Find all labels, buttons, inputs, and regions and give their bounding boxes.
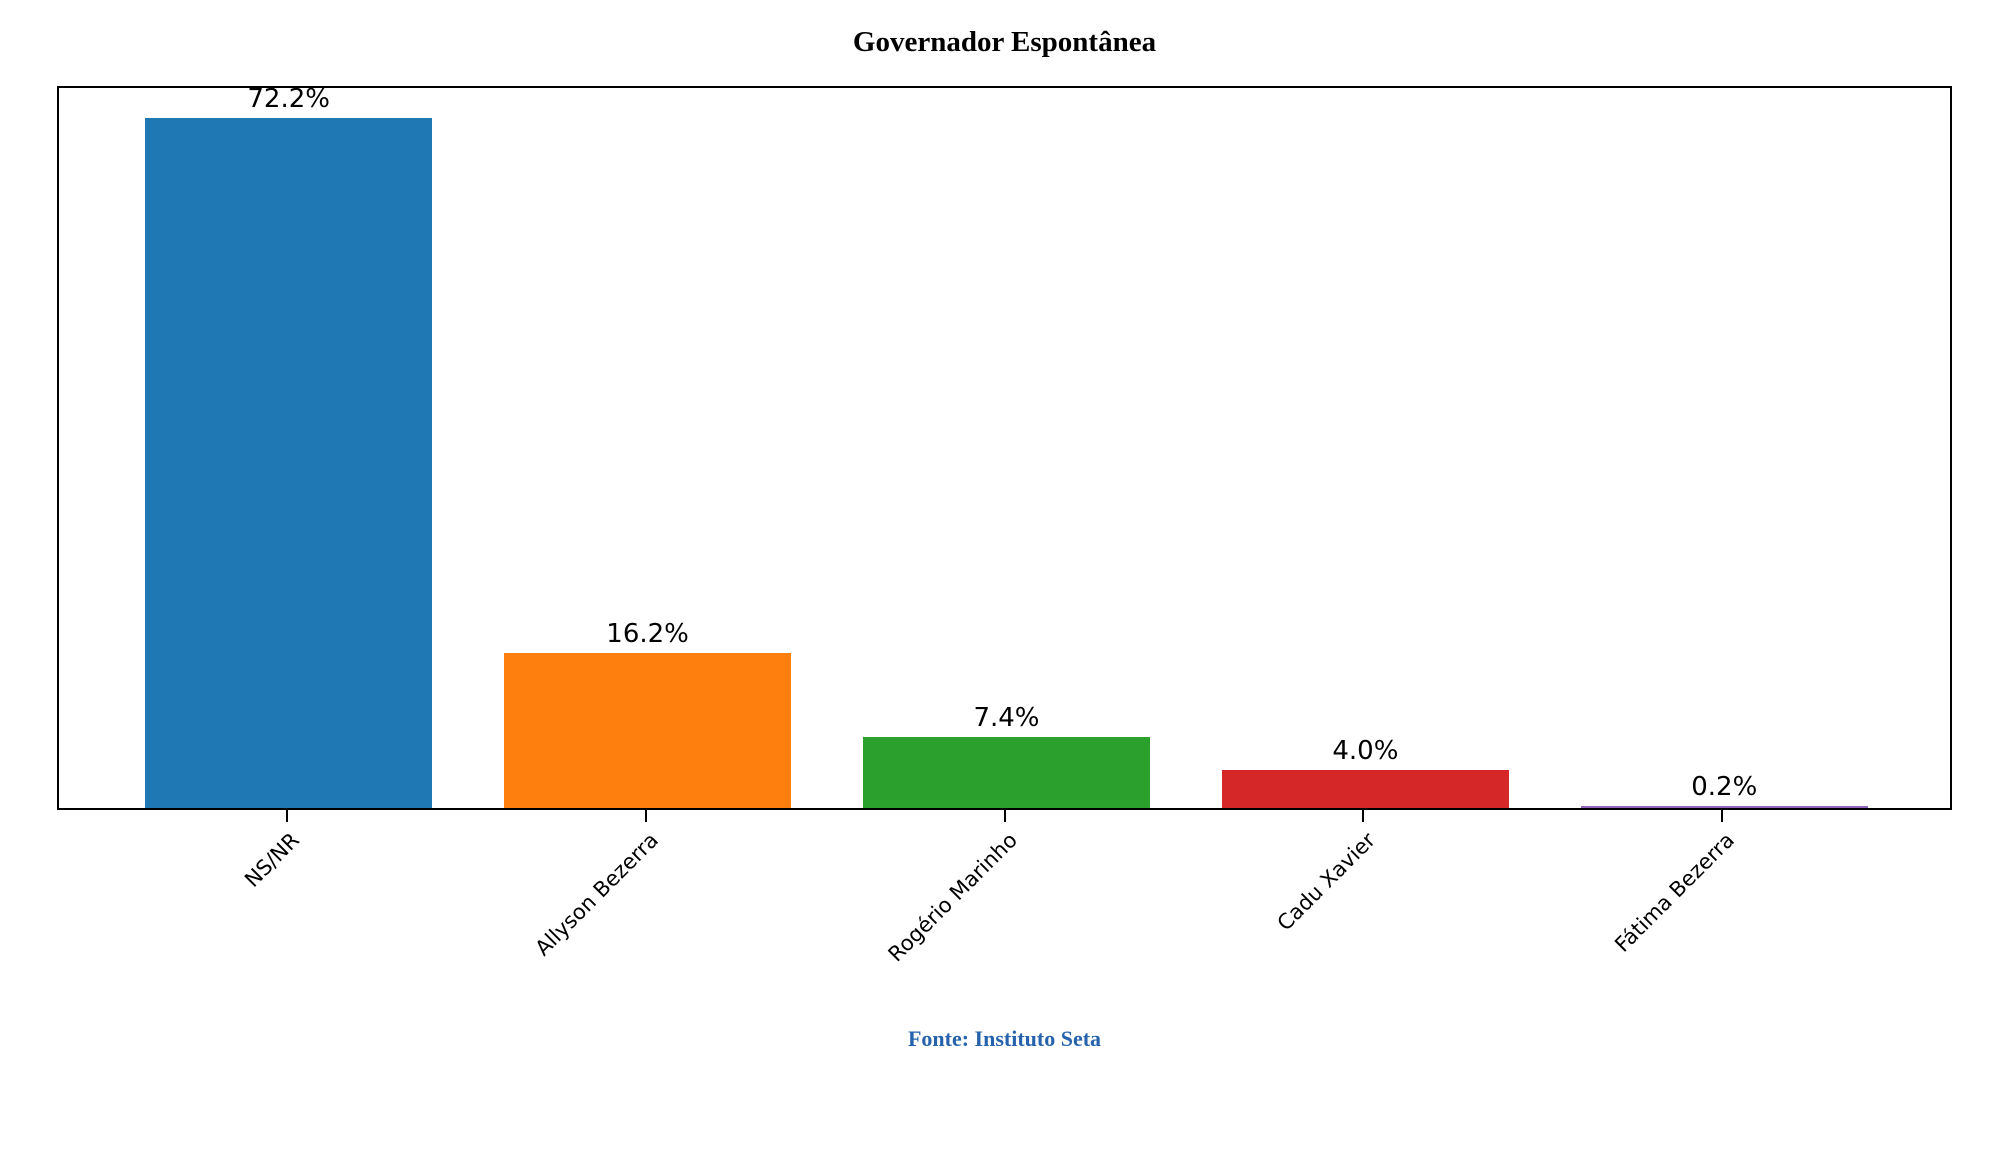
source-note: Fonte: Instituto Seta (907, 1026, 1102, 1051)
x-tick-3 (1362, 810, 1365, 822)
bar-value-label-2: 7.4% (973, 703, 1040, 733)
bar-value-label-4: 0.2% (1691, 772, 1758, 802)
x-tick-1 (644, 810, 647, 822)
x-tick-4 (1721, 810, 1724, 822)
bar-value-label-1: 16.2% (606, 619, 689, 649)
bar-3 (1221, 770, 1509, 808)
bar-0 (145, 118, 433, 808)
bar-2 (862, 737, 1151, 808)
bar-1 (504, 653, 792, 808)
bar-4 (1580, 806, 1868, 808)
x-tick-0 (285, 810, 288, 822)
bar-value-label-3: 4.0% (1332, 736, 1399, 766)
x-tick-2 (1003, 810, 1006, 822)
plot-area: 72.2% 16.2% 7.4% 4.0% 0.2% (57, 84, 1952, 810)
bar-value-label-0: 72.2% (247, 84, 330, 114)
chart-title: Governador Espontânea (852, 26, 1157, 58)
